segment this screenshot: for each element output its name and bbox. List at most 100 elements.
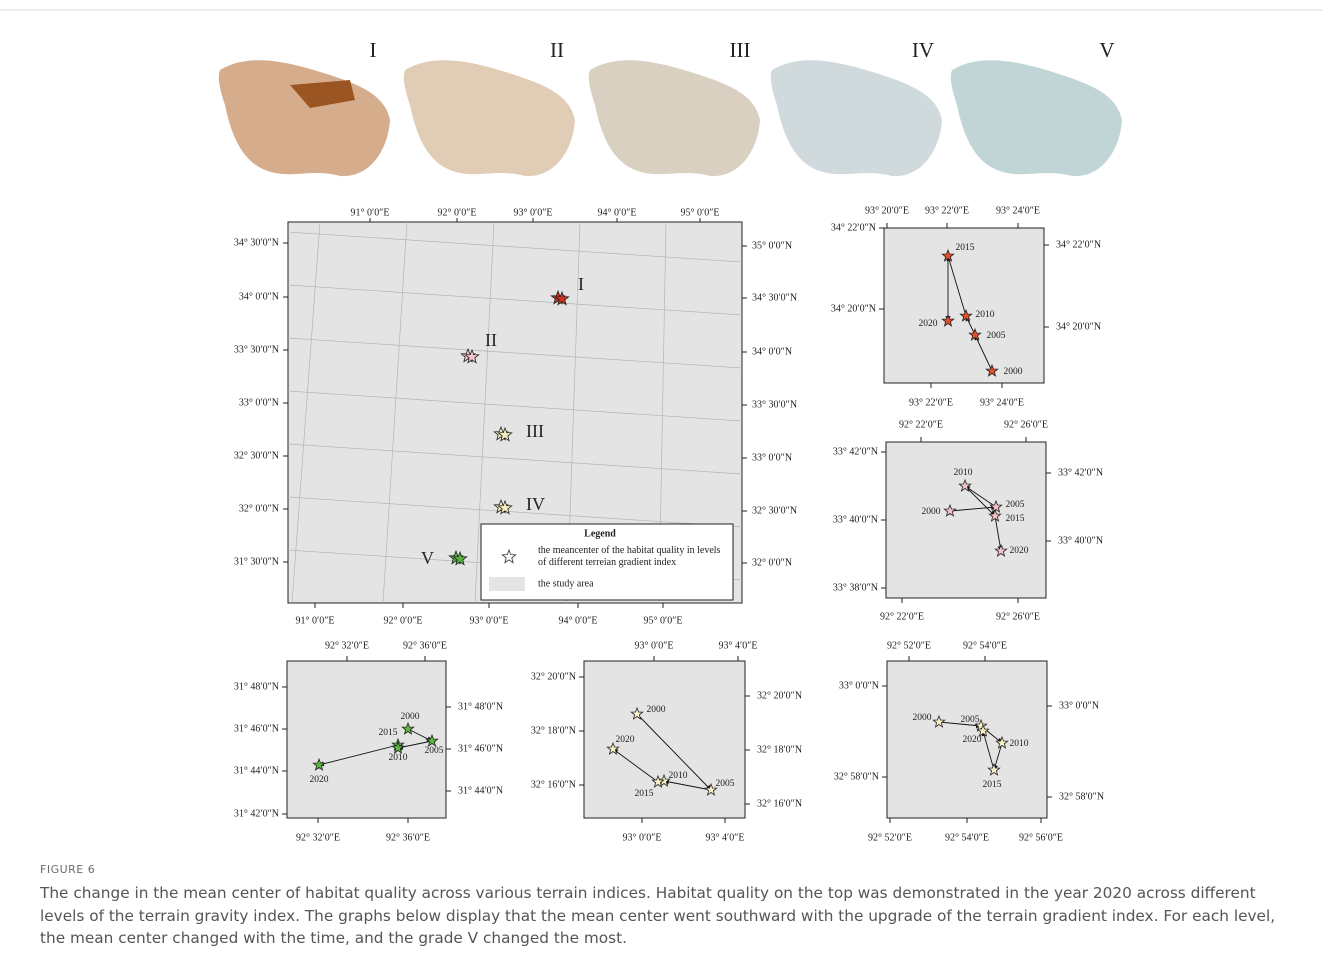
panel-label: I <box>370 38 377 62</box>
year-label: 2015 <box>635 789 654 799</box>
tick-label: 32° 18′0″N <box>757 744 802 755</box>
tick-label: 31° 44′0″N <box>234 765 279 776</box>
tick-label: 93° 0′0″E <box>470 615 509 626</box>
tick-label: 34° 0′0″N <box>752 346 792 357</box>
tick-label: 31° 48′0″N <box>458 701 503 712</box>
year-label: 2000 <box>401 712 420 722</box>
tick-label: 34° 20′0″N <box>1056 321 1101 332</box>
tick-label: 33° 40′0″N <box>833 514 878 525</box>
tick-label: 92° 22′0″E <box>899 419 943 430</box>
tick-label: 33° 0′0″N <box>839 680 879 691</box>
year-label: 2020 <box>963 735 982 745</box>
year-label: 2005 <box>961 715 980 725</box>
tick-label: 92° 36′0″E <box>403 640 447 651</box>
tick-label: 91° 0′0″E <box>351 207 390 218</box>
legend-swatch <box>489 577 525 591</box>
tick-label: 92° 36′0″E <box>386 832 430 843</box>
tick-label: 31° 30′0″N <box>234 556 279 567</box>
inset-frame <box>584 661 745 818</box>
tick-label: 92° 22′0″E <box>880 611 924 622</box>
tick-label: 93° 0′0″E <box>514 207 553 218</box>
year-label: 2015 <box>983 780 1002 790</box>
tick-label: 92° 32′0″E <box>325 640 369 651</box>
panel-label: IV <box>912 38 934 62</box>
year-label: 2005 <box>716 779 735 789</box>
caption-text: The change in the mean center of habitat… <box>40 882 1302 950</box>
tick-label: 34° 30′0″N <box>752 292 797 303</box>
year-label: 2015 <box>1006 514 1025 524</box>
year-label: 2005 <box>425 746 444 756</box>
tick-label: 93° 0′0″E <box>635 640 674 651</box>
tick-label: 32° 0′0″N <box>239 503 279 514</box>
caption-label: FIGURE 6 <box>40 863 95 876</box>
year-label: 2010 <box>976 310 995 320</box>
year-label: 2020 <box>310 775 329 785</box>
tick-label: 34° 30′0″N <box>234 237 279 248</box>
tick-label: 92° 56′0″E <box>1019 832 1063 843</box>
tick-label: 33° 30′0″N <box>752 399 797 410</box>
tick-label: 91° 0′0″E <box>296 615 335 626</box>
tick-label: 32° 18′0″N <box>531 725 576 736</box>
tick-label: 34° 20′0″N <box>831 303 876 314</box>
point-label: III <box>526 421 544 441</box>
legend-item: the study area <box>538 578 594 589</box>
tick-label: 32° 0′0″N <box>752 557 792 568</box>
tick-label: 32° 20′0″N <box>531 671 576 682</box>
year-label: 2000 <box>913 713 932 723</box>
year-label: 2005 <box>987 331 1006 341</box>
tick-label: 93° 24′0″E <box>980 397 1024 408</box>
tick-label: 93° 0′0″E <box>623 832 662 843</box>
tick-label: 33° 42′0″N <box>1058 467 1103 478</box>
year-label: 2000 <box>922 507 941 517</box>
year-label: 2010 <box>669 771 688 781</box>
tick-label: 92° 54′0″E <box>963 640 1007 651</box>
tick-label: 92° 54′0″E <box>945 832 989 843</box>
tick-label: 92° 26′0″E <box>996 611 1040 622</box>
tick-label: 94° 0′0″E <box>559 615 598 626</box>
tick-label: 95° 0′0″E <box>644 615 683 626</box>
tick-label: 32° 16′0″N <box>757 798 802 809</box>
year-label: 2000 <box>1004 367 1023 377</box>
tick-label: 95° 0′0″E <box>681 207 720 218</box>
tick-label: 92° 32′0″E <box>296 832 340 843</box>
tick-label: 32° 16′0″N <box>531 779 576 790</box>
point-label: I <box>578 274 584 294</box>
tick-label: 94° 0′0″E <box>598 207 637 218</box>
point-label: V <box>421 548 434 568</box>
tick-label: 93° 24′0″E <box>996 205 1040 216</box>
inset-frame <box>287 661 446 818</box>
region-map <box>771 60 942 176</box>
tick-label: 34° 0′0″N <box>239 291 279 302</box>
tick-label: 32° 20′0″N <box>757 690 802 701</box>
year-label: 2010 <box>389 753 408 763</box>
tick-label: 33° 0′0″N <box>239 397 279 408</box>
tick-label: 32° 30′0″N <box>752 505 797 516</box>
year-label: 2000 <box>647 705 666 715</box>
tick-label: 31° 44′0″N <box>458 785 503 796</box>
legend-title: Legend <box>584 528 616 539</box>
tick-label: 92° 0′0″E <box>384 615 423 626</box>
year-label: 2015 <box>379 728 398 738</box>
tick-label: 31° 42′0″N <box>234 808 279 819</box>
region-map <box>589 60 760 176</box>
region-map <box>951 60 1122 176</box>
tick-label: 32° 30′0″N <box>234 450 279 461</box>
tick-label: 31° 46′0″N <box>234 723 279 734</box>
tick-label: 32° 58′0″N <box>1059 791 1104 802</box>
year-label: 2010 <box>954 468 973 478</box>
tick-label: 34° 22′0″N <box>831 222 876 233</box>
tick-label: 92° 52′0″E <box>887 640 931 651</box>
region-map <box>404 60 575 176</box>
figure: IIIIIIIVV91° 0′0″E92° 0′0″E93° 0′0″E94° … <box>0 0 1322 860</box>
tick-label: 93° 22′0″E <box>925 205 969 216</box>
tick-label: 92° 52′0″E <box>868 832 912 843</box>
tick-label: 33° 42′0″N <box>833 446 878 457</box>
tick-label: 33° 40′0″N <box>1058 535 1103 546</box>
tick-label: 93° 4′0″E <box>706 832 745 843</box>
tick-label: 33° 30′0″N <box>234 344 279 355</box>
tick-label: 33° 38′0″N <box>833 582 878 593</box>
point-label: IV <box>526 494 545 514</box>
tick-label: 31° 46′0″N <box>458 743 503 754</box>
tick-label: 32° 58′0″N <box>834 771 879 782</box>
year-label: 2010 <box>1010 739 1029 749</box>
